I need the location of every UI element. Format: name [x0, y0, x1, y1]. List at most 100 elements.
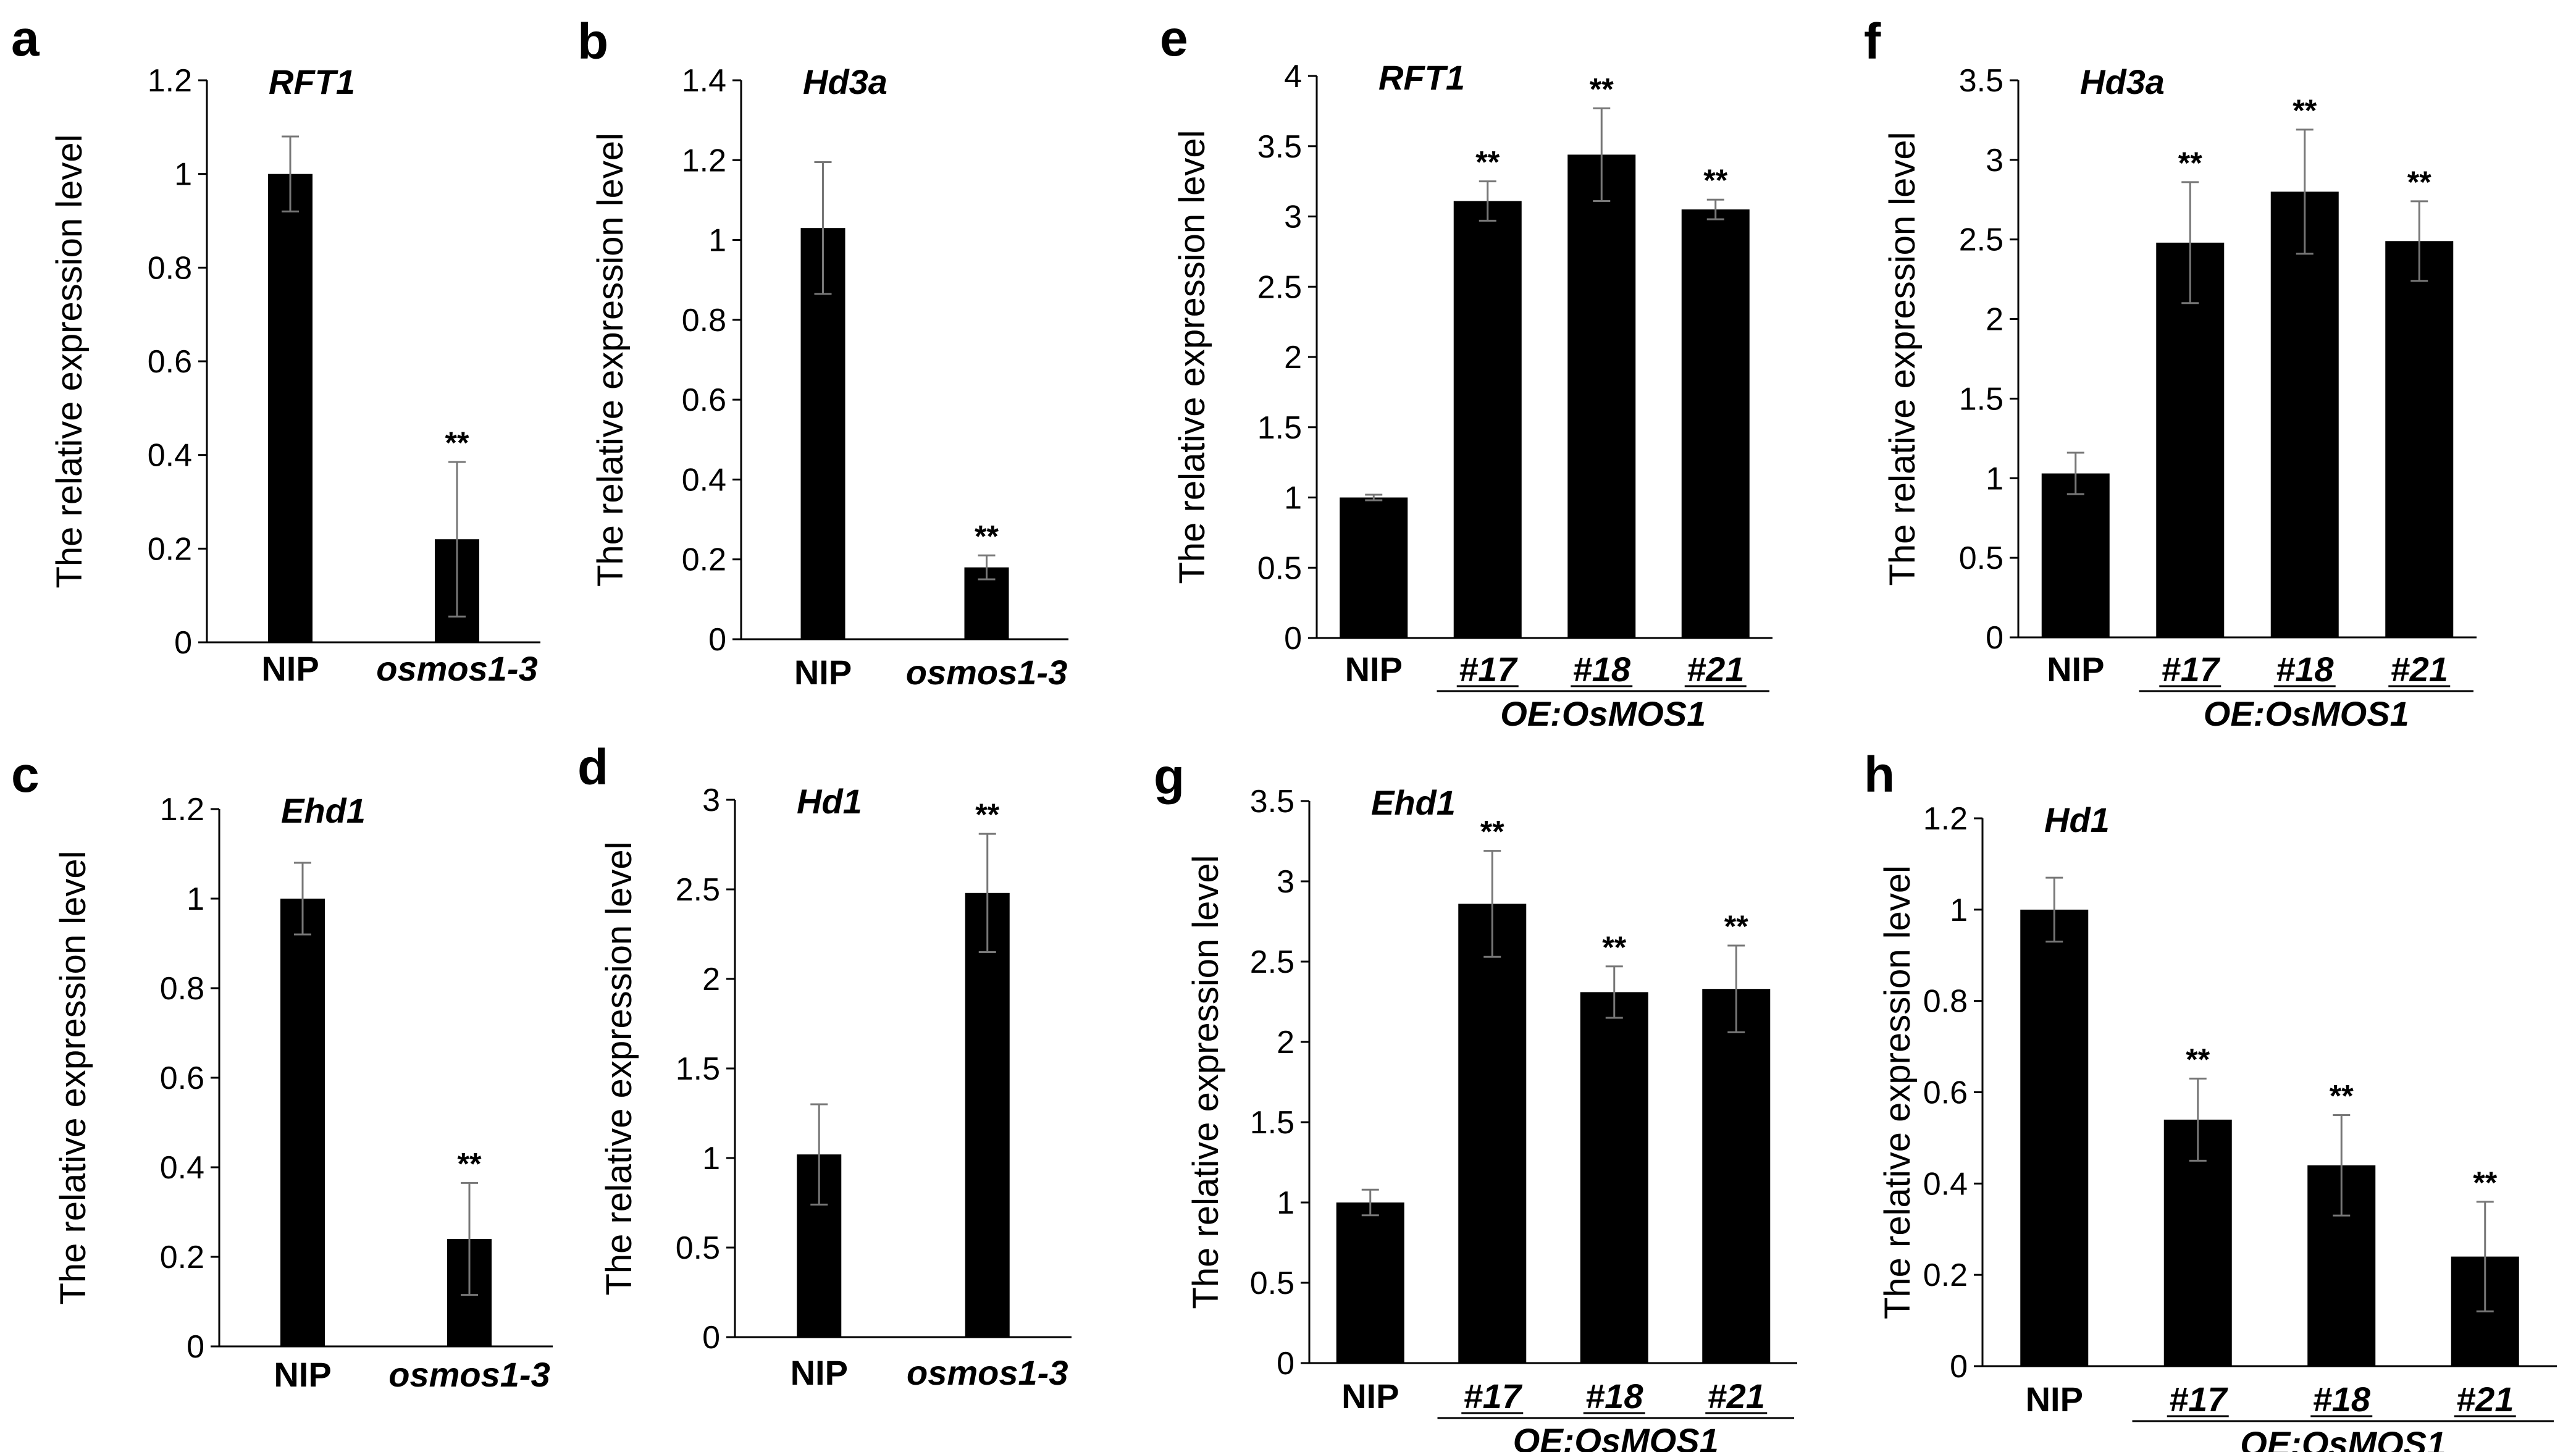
- panel-letter: g: [1154, 749, 1185, 805]
- y-tick-label: 1: [1284, 481, 1302, 516]
- y-tick-label: 0.8: [1923, 984, 1968, 1020]
- category-label: #21: [1687, 650, 1744, 689]
- bar: [1453, 201, 1522, 639]
- y-tick-label: 1.2: [1923, 801, 1968, 837]
- panel-letter: e: [1160, 10, 1188, 67]
- panel-g: g 0 0.5 1 1.5 2 2.5 3 3.5 The relative expression…: [1154, 749, 1797, 1452]
- category-label: #18: [1573, 650, 1631, 689]
- y-tick-label: 1.2: [160, 792, 204, 828]
- panel-letter: b: [577, 14, 608, 70]
- bar: [1567, 154, 1636, 638]
- bar: [1458, 904, 1527, 1363]
- y-tick-label: 3.5: [1250, 784, 1294, 820]
- y-tick-label: 1: [187, 881, 204, 917]
- y-tick-label: 0.5: [1257, 550, 1302, 586]
- gene-label: RFT1: [1378, 58, 1465, 97]
- category-label: #21: [2391, 650, 2448, 689]
- y-axis-label: The relative expression level: [49, 134, 90, 588]
- category-label: #17: [1459, 650, 1518, 689]
- y-tick-label: 2.5: [676, 872, 720, 908]
- y-tick-label: 1.2: [682, 143, 726, 178]
- significance-marker: **: [1480, 815, 1504, 849]
- gene-label: Hd1: [2044, 800, 2110, 839]
- category-label: NIP: [794, 653, 852, 692]
- y-tick-label: 0.4: [682, 462, 726, 498]
- panel-b: b 0 0.2 0.4 0.6 0.8 1 1.2 1.4 The relative expres…: [577, 14, 1068, 692]
- bar: [2270, 191, 2339, 637]
- panel-letter: f: [1864, 14, 1881, 70]
- y-tick-label: 1.5: [676, 1051, 720, 1087]
- category-label: NIP: [1345, 650, 1403, 689]
- significance-marker: **: [2186, 1042, 2210, 1076]
- y-tick-label: 0.6: [148, 344, 192, 380]
- bar: [1681, 209, 1750, 638]
- y-tick-label: 2.5: [1250, 944, 1294, 980]
- y-tick-label: 3: [1284, 199, 1302, 235]
- group-label: OE:OsMOS1: [2204, 694, 2409, 733]
- y-tick-label: 1: [1986, 461, 2003, 497]
- gene-label: Ehd1: [1371, 783, 1456, 822]
- y-tick-label: 1.5: [1250, 1105, 1294, 1141]
- y-tick-label: 0: [1284, 621, 1302, 657]
- y-axis-label: The relative expression level: [53, 850, 93, 1304]
- significance-marker: **: [1703, 163, 1727, 198]
- panel-f: f 0 0.5 1 1.5 2 2.5 3 3.5 The relative expression…: [1864, 14, 2477, 733]
- group-label: OE:OsMOS1: [2240, 1424, 2446, 1452]
- y-axis-label: The relative expression level: [590, 133, 631, 587]
- significance-marker: **: [975, 797, 999, 832]
- category-label: osmos1-3: [907, 1353, 1068, 1392]
- y-tick-label: 2.5: [1257, 269, 1302, 305]
- bar: [800, 228, 845, 639]
- significance-marker: **: [458, 1146, 482, 1181]
- y-tick-label: 1: [1277, 1185, 1294, 1221]
- category-label: #18: [1585, 1377, 1643, 1416]
- y-tick-label: 3.5: [1959, 63, 2003, 99]
- y-tick-label: 0: [1277, 1346, 1294, 1382]
- y-tick-label: 1: [702, 1141, 720, 1177]
- category-label: NIP: [1341, 1377, 1399, 1416]
- significance-marker: **: [2407, 165, 2431, 199]
- y-tick-label: 2: [1284, 340, 1302, 376]
- category-label: NIP: [2047, 650, 2104, 689]
- panel-letter: a: [11, 10, 40, 67]
- significance-marker: **: [2293, 93, 2317, 128]
- bar: [1336, 1202, 1404, 1363]
- y-tick-label: 0.4: [1923, 1166, 1968, 1202]
- bar: [965, 892, 1010, 1337]
- y-axis-label: The relative expression level: [1186, 855, 1226, 1309]
- y-axis-label: The relative expression level: [1882, 132, 1923, 585]
- y-tick-label: 0.8: [160, 971, 204, 1007]
- y-tick-label: 0.2: [160, 1240, 204, 1275]
- bar: [2385, 241, 2454, 637]
- y-tick-label: 1: [1950, 892, 1968, 928]
- significance-marker: **: [1724, 909, 1748, 944]
- y-tick-label: 2: [702, 962, 720, 997]
- category-label: #21: [2456, 1380, 2514, 1419]
- y-tick-label: 0.5: [676, 1230, 720, 1266]
- panel-letter: h: [1864, 747, 1895, 803]
- significance-marker: **: [2178, 146, 2202, 180]
- significance-marker: **: [1475, 145, 1500, 180]
- gene-label: Hd3a: [2080, 62, 2165, 101]
- panel-letter: d: [577, 739, 608, 795]
- bar: [2156, 242, 2225, 638]
- category-label: NIP: [2026, 1380, 2083, 1419]
- category-label: osmos1-3: [376, 649, 537, 688]
- panel-a: a 0 0.2 0.4 0.6 0.8 1 1.2 The relative expressio…: [11, 10, 540, 688]
- y-tick-label: 0.8: [682, 303, 726, 338]
- bar: [1702, 989, 1771, 1363]
- significance-marker: **: [1590, 72, 1614, 106]
- y-tick-label: 0.5: [1959, 540, 2003, 576]
- bar: [280, 899, 325, 1346]
- y-tick-label: 0: [708, 622, 726, 658]
- gene-label: RFT1: [269, 62, 355, 101]
- bar: [2041, 473, 2110, 637]
- gene-label: Hd1: [797, 782, 862, 821]
- bar: [268, 174, 313, 643]
- category-label: osmos1-3: [388, 1355, 550, 1394]
- y-tick-label: 0.5: [1250, 1265, 1294, 1301]
- y-tick-label: 1.2: [148, 63, 192, 99]
- y-axis-label: The relative expression level: [1877, 865, 1918, 1319]
